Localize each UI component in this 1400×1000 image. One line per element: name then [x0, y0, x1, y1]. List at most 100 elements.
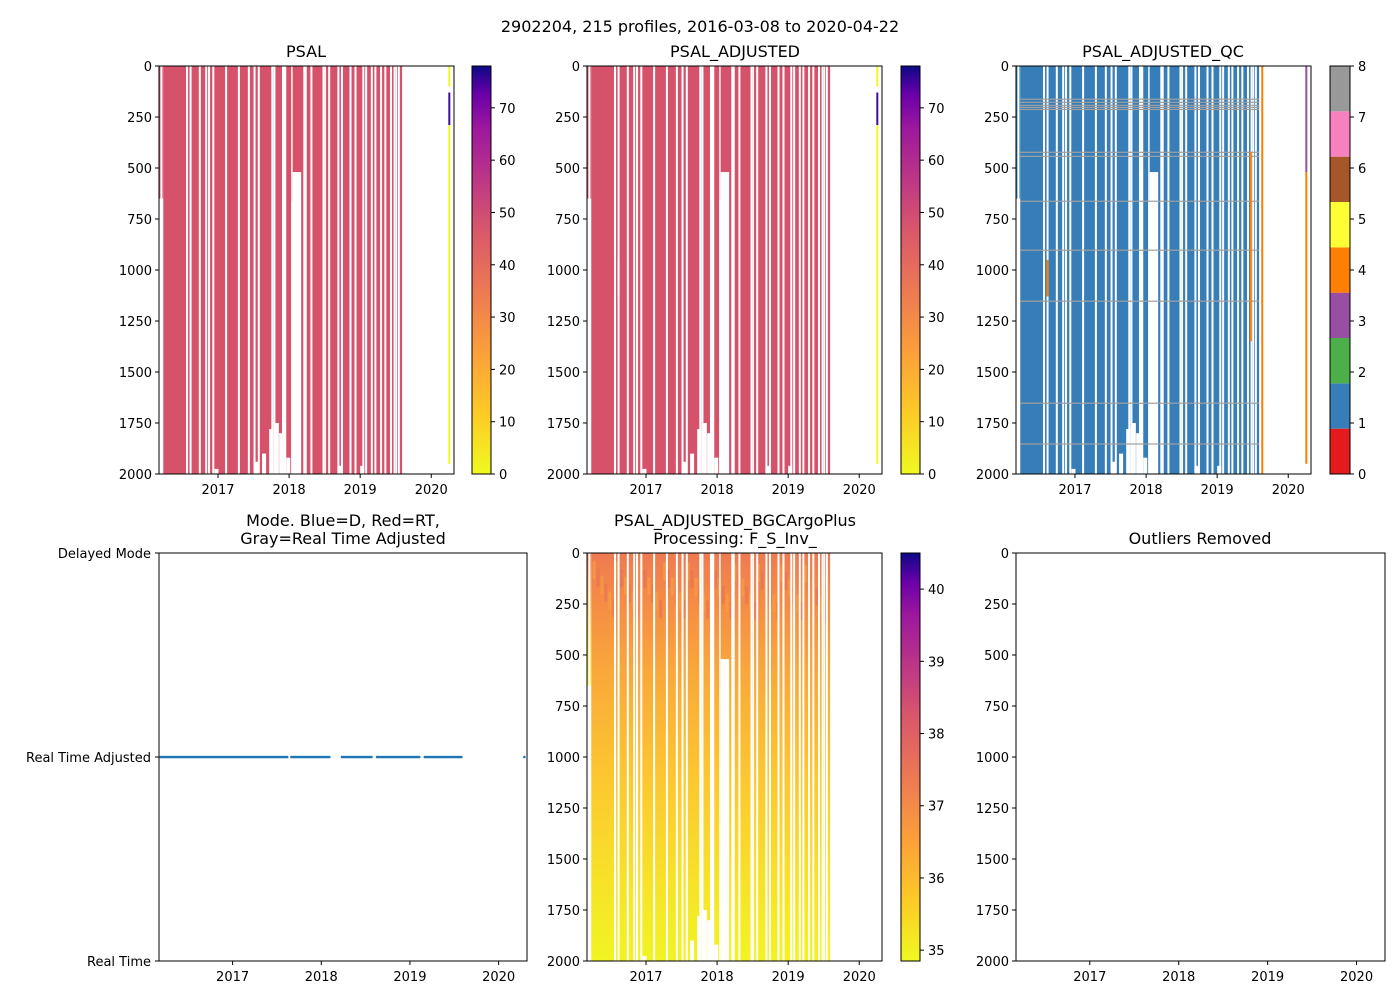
p2-ytick-label: 500: [555, 162, 580, 177]
p5-gap-stripe: [633, 553, 636, 961]
p3-qc4-segment: [1249, 151, 1252, 342]
panel-psal-adjusted-colorbar: [900, 65, 921, 475]
p3-bottom-dropout: [1119, 453, 1124, 474]
p1-cbtick-label: 60: [499, 154, 516, 169]
p3-ytick-label: 1500: [976, 366, 1009, 381]
p5-gap-stripe: [821, 553, 824, 961]
p6-ytick-label: 0: [1001, 547, 1009, 562]
p3-xtick-label: 2017: [1058, 483, 1091, 498]
p5-gap-stripe: [790, 553, 793, 961]
p3-xtick-label: 2019: [1201, 483, 1234, 498]
p5-texture: [745, 586, 749, 605]
p5-texture: [756, 564, 760, 583]
p3-qc8-streak: [1020, 108, 1260, 111]
p2-xtick-label: 2019: [772, 483, 805, 498]
qc-colorbar-segment: [1330, 156, 1350, 202]
p1-gap-stripe: [303, 66, 306, 474]
p2-gap-stripe: [731, 66, 734, 474]
p5-gap-stripe: [738, 553, 741, 961]
p3-gap-stripe: [1017, 66, 1020, 474]
panel-bgc-colorbar-ticks: 35 36 37 38 39 40: [920, 583, 945, 959]
p2-gap-band: [823, 66, 826, 474]
p1-bottom-dropout: [274, 423, 279, 474]
p5-xtick-label: 2017: [629, 970, 662, 985]
p3-qc8-streak: [1020, 155, 1260, 157]
p2-gap-stripe: [665, 66, 668, 474]
panel-qc-colorbar-ticks: 0 1 2 3 4 5 6 7 8: [1350, 60, 1366, 483]
p5-texture: [803, 564, 807, 583]
p2-gap-stripe: [732, 66, 735, 474]
p5-texture: [752, 601, 756, 620]
p1-gap-stripe: [225, 66, 228, 474]
p2-gap-stripe: [790, 66, 793, 474]
p2-gap-stripe: [738, 66, 741, 474]
p6-ytick-label: 750: [984, 700, 1009, 715]
p2-bottom-dropout: [642, 468, 647, 474]
p4-xtick-label: 2018: [305, 970, 338, 985]
p1-gap-stripe: [253, 66, 256, 474]
p6-xtick-label: 2019: [1251, 970, 1284, 985]
p2-gap-stripe: [756, 66, 759, 474]
p5-texture: [659, 599, 663, 618]
p2-shallow-profiles: [720, 172, 730, 474]
p2-shallow-profile-edge: [719, 200, 722, 474]
p3-gap-stripe: [1197, 66, 1200, 474]
p2-gap-stripe: [640, 66, 643, 474]
p1-gap-stripe: [273, 66, 276, 474]
panel-psal-adjusted-colorbar-ticks: 0 10 20 30 40 50 60 70: [920, 102, 945, 483]
p2-cbtick-label: 70: [928, 102, 945, 117]
p1-gap-stripe: [328, 66, 331, 474]
p2-notch: [617, 259, 620, 297]
p2-bottom-dropout: [690, 453, 695, 474]
p1-cbtick-label: 30: [499, 311, 516, 326]
p2-gap-stripe: [750, 66, 753, 474]
p2-ytick-label: 1250: [547, 315, 580, 330]
p3-bottom-dropout: [1217, 465, 1222, 474]
p3-gap-stripe: [1055, 66, 1058, 474]
p3-gap-stripe: [1043, 66, 1046, 474]
p5-notch: [617, 746, 620, 784]
qc-cbtick-label: 3: [1358, 315, 1366, 330]
p5-ytick-label: 500: [555, 649, 580, 664]
p5-texture: [678, 592, 682, 611]
p5-gap-stripe: [798, 553, 801, 961]
p5-texture: [713, 570, 717, 589]
p3-qc8-streak: [1020, 98, 1260, 100]
p5-gap-band: [709, 553, 715, 961]
p3-qc4-column: [1261, 66, 1264, 474]
p1-gap-stripe: [322, 66, 325, 474]
p3-bottom-dropout: [1126, 429, 1131, 474]
p2-gap-stripe: [802, 66, 805, 474]
p2-gap-stripe: [685, 66, 688, 474]
p5-gap-stripe: [750, 553, 753, 961]
p2-gap-stripe: [699, 66, 702, 474]
qc-cbtick-label: 4: [1358, 264, 1366, 279]
p5-xtick-label: 2020: [843, 970, 876, 985]
p3-bottom-dropout: [1071, 468, 1076, 474]
p2-gap-stripe: [588, 66, 591, 474]
p2-late-profile-bottom: [876, 125, 879, 464]
p1-cbtick-label: 0: [499, 468, 507, 483]
p5-texture: [729, 600, 733, 619]
p1-ytick-label: 250: [127, 111, 152, 126]
p5-gap-stripe: [818, 553, 821, 961]
p3-ytick-label: 0: [1001, 60, 1009, 75]
p5-gap-stripe: [731, 553, 734, 961]
p1-gap-stripe: [257, 66, 260, 474]
p5-texture: [694, 577, 698, 596]
p1-cbtick-label: 10: [499, 416, 516, 431]
p3-gap-stripe: [1222, 66, 1225, 474]
p1-gap-stripe: [189, 66, 192, 474]
p5-texture: [686, 562, 690, 581]
p6-xtick-label: 2018: [1162, 970, 1195, 985]
p5-gap-stripe: [808, 553, 811, 961]
p5-gap-stripe: [675, 553, 678, 961]
panel-qc-title: PSAL_ADJUSTED_QC: [1082, 42, 1244, 62]
p2-gap-stripe: [812, 66, 815, 474]
p5-texture: [670, 577, 674, 596]
p4-ytick-label: Real Time: [87, 955, 151, 970]
panel-psal-adjusted: PSAL_ADJUSTED 02505007501000125015001750…: [547, 42, 945, 498]
panel-outliers-x-axis: 2017 2018 2019 2020: [1073, 961, 1373, 985]
p2-gap-stripe: [701, 66, 704, 474]
